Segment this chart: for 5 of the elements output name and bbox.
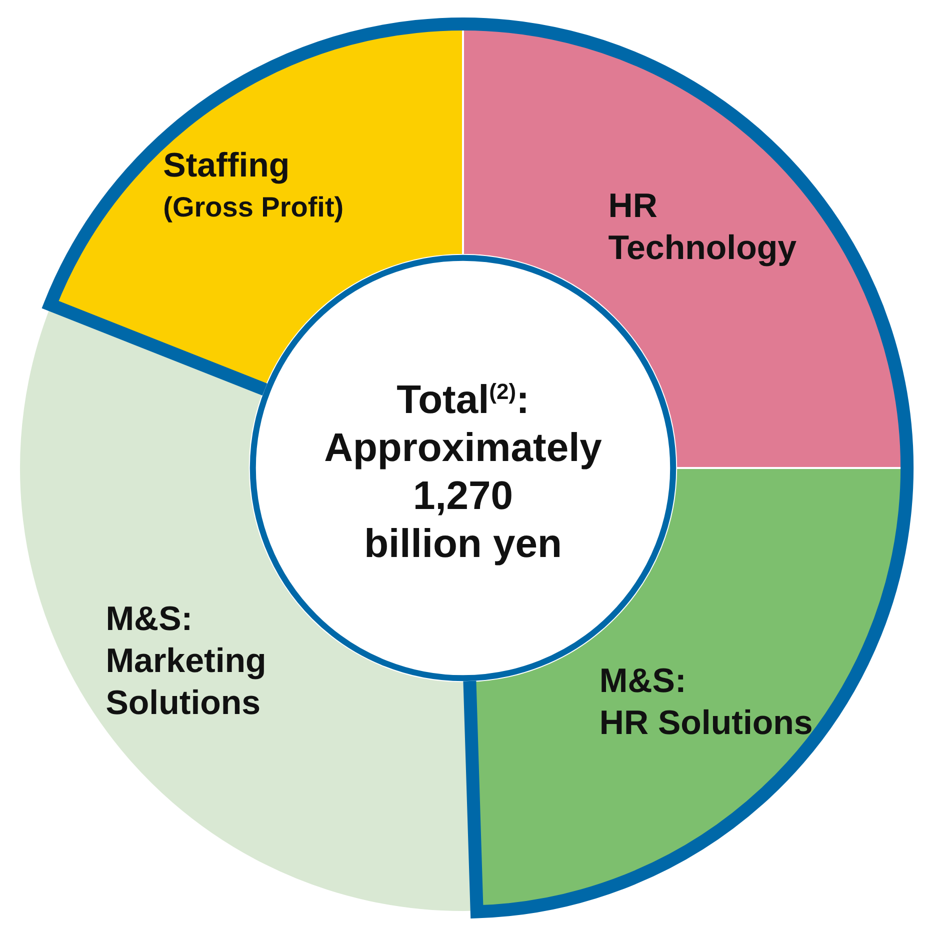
slice-label: M&S: Marketing Solutions [106, 600, 266, 722]
slice-label: Staffing (Gross Profit) [163, 146, 344, 223]
slice-label: M&S: HR Solutions [599, 662, 813, 742]
slice-label: HR Technology [608, 186, 797, 267]
text: Total$^{(2)}$: Approximately 1,270 billion yen [324, 377, 602, 568]
